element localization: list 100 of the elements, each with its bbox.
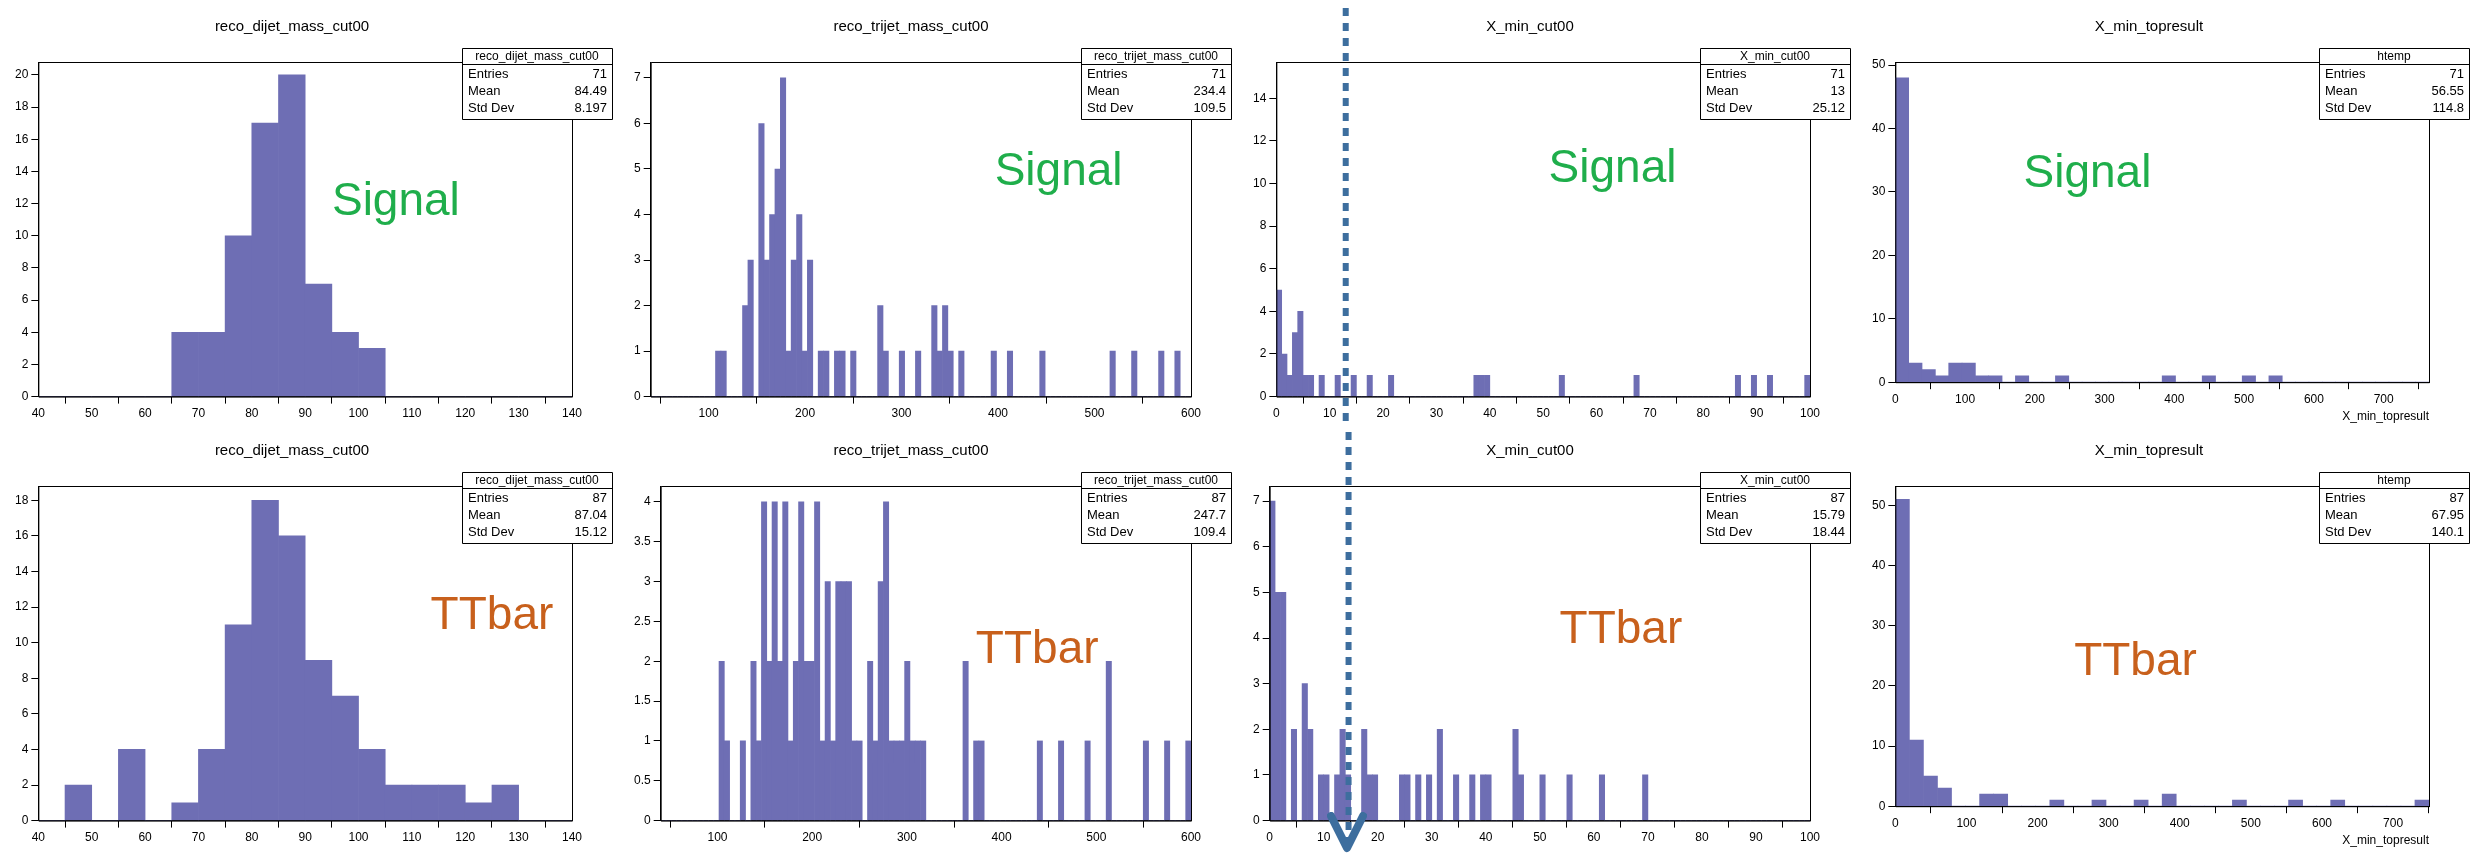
annotation: Std Dev [1087, 524, 1134, 540]
y-tick-label: 1 [633, 343, 641, 358]
x-tick-label: 40 [1483, 406, 1497, 421]
annotation: Entries [1706, 66, 1747, 82]
y-tick-label: 2 [21, 356, 29, 371]
y-tick-label: 3.5 [633, 534, 651, 549]
y-tick-label: 8 [1259, 218, 1267, 233]
x-tick-label: 700 [2373, 391, 2394, 406]
annotation: reco_trijet_mass_cut00 [1093, 49, 1219, 64]
y-tick-label: 14 [14, 563, 29, 578]
x-tick-label: 100 [698, 406, 719, 421]
annotation: reco_dijet_mass_cut00 [475, 49, 600, 64]
y-tick-label: 20 [1871, 678, 1886, 693]
x-tick-label: 80 [245, 406, 259, 421]
x-tick-label: 50 [85, 830, 99, 845]
annotation: Mean [468, 507, 501, 523]
x-tick-label: 130 [508, 406, 529, 421]
y-tick-label: 10 [14, 228, 29, 243]
y-tick-label: 1.5 [633, 693, 651, 708]
x-tick-label: 40 [31, 830, 46, 845]
annotation: reco_trijet_mass_cut00 [1093, 473, 1219, 488]
annotation: Std Dev [2325, 100, 2372, 116]
x-tick-label: 100 [1799, 830, 1821, 845]
x-tick-label: 100 [1799, 406, 1821, 421]
text: 109.4 [1193, 524, 1226, 540]
text: 71 [1830, 66, 1845, 82]
y-tick-label: 16 [14, 131, 29, 146]
y-tick-label: 10 [1871, 738, 1886, 753]
x-tick-label: 50 [85, 406, 99, 421]
x-tick-label: 10 [1323, 406, 1337, 421]
annotation: Mean [1706, 83, 1739, 99]
y-tick-label: 6 [21, 292, 29, 307]
x-tick-label: 400 [2164, 391, 2185, 406]
x-tick-label: 400 [988, 406, 1009, 421]
text: 87.04 [574, 507, 607, 523]
text: 87 [1211, 490, 1226, 506]
x-axis-title: X_min_topresult [2342, 409, 2430, 424]
annotation: Entries [1706, 490, 1747, 506]
text: 56.55 [2431, 83, 2464, 99]
x-tick-label: 120 [455, 406, 476, 421]
y-tick-label: 16 [14, 528, 29, 543]
x-tick-label: 80 [1696, 406, 1711, 421]
y-tick-label: 10 [1871, 311, 1886, 326]
y-tick-label: 1 [643, 733, 651, 748]
annotation: Std Dev [2325, 524, 2372, 540]
y-tick-label: 6 [1259, 261, 1267, 276]
x-tick-label: 70 [191, 830, 206, 845]
y-tick-label: 5 [633, 161, 641, 176]
chart-title: X_min_cut00 [1486, 441, 1574, 459]
annotation: Std Dev [1087, 100, 1134, 116]
chart-title: reco_dijet_mass_cut00 [214, 441, 370, 459]
text: 25.12 [1812, 100, 1845, 116]
y-tick-label: 40 [1871, 120, 1886, 135]
y-tick-label: 12 [1252, 133, 1267, 148]
x-tick-label: 30 [1425, 830, 1439, 845]
y-tick-label: 3 [1252, 675, 1260, 690]
y-tick-label: 20 [14, 67, 29, 82]
x-tick-label: 0 [1892, 815, 1899, 830]
annotation: htemp [2377, 473, 2411, 488]
x-tick-label: 100 [1956, 815, 1977, 830]
annotation: Entries [2325, 66, 2366, 82]
x-tick-label: 90 [298, 830, 313, 845]
x-tick-label: 300 [891, 406, 912, 421]
annotation: Mean [1087, 83, 1120, 99]
y-tick-label: 8 [21, 260, 29, 275]
y-tick-label: 7 [633, 70, 641, 85]
y-tick-label: 7 [1252, 493, 1260, 508]
x-tick-label: 110 [402, 830, 422, 845]
text: 247.7 [1193, 507, 1226, 523]
x-tick-label: 40 [1479, 830, 1493, 845]
x-tick-label: 100 [707, 830, 728, 845]
annotation: Mean [2325, 507, 2358, 523]
annotation: X_min_cut00 [1739, 49, 1811, 64]
annotation: Mean [468, 83, 501, 99]
text: 13 [1830, 83, 1845, 99]
x-tick-label: 20 [1371, 830, 1385, 845]
chart-title: reco_trijet_mass_cut00 [833, 17, 989, 35]
y-tick-label: 30 [1871, 617, 1886, 632]
annotation: Signal [994, 143, 1123, 196]
chart-title: X_min_cut00 [1486, 17, 1574, 35]
x-tick-label: 60 [1587, 830, 1601, 845]
text: 87 [1830, 490, 1845, 506]
text: 15.12 [574, 524, 607, 540]
y-tick-label: 40 [1871, 557, 1886, 572]
annotation: Mean [2325, 83, 2358, 99]
annotation: Entries [468, 490, 509, 506]
y-tick-label: 4 [21, 324, 29, 339]
y-tick-label: 10 [14, 634, 29, 649]
x-tick-label: 90 [1749, 830, 1763, 845]
x-tick-label: 140 [561, 406, 583, 421]
y-tick-label: 3 [643, 573, 651, 588]
y-tick-label: 3 [633, 252, 641, 267]
x-tick-label: 100 [1955, 391, 1976, 406]
x-tick-label: 300 [2094, 391, 2115, 406]
y-tick-label: 10 [1252, 175, 1267, 190]
y-tick-label: 6 [21, 706, 29, 721]
text: 87 [2449, 490, 2464, 506]
annotation: Std Dev [1706, 524, 1753, 540]
x-tick-label: 140 [561, 830, 583, 845]
text: 15.79 [1812, 507, 1845, 523]
